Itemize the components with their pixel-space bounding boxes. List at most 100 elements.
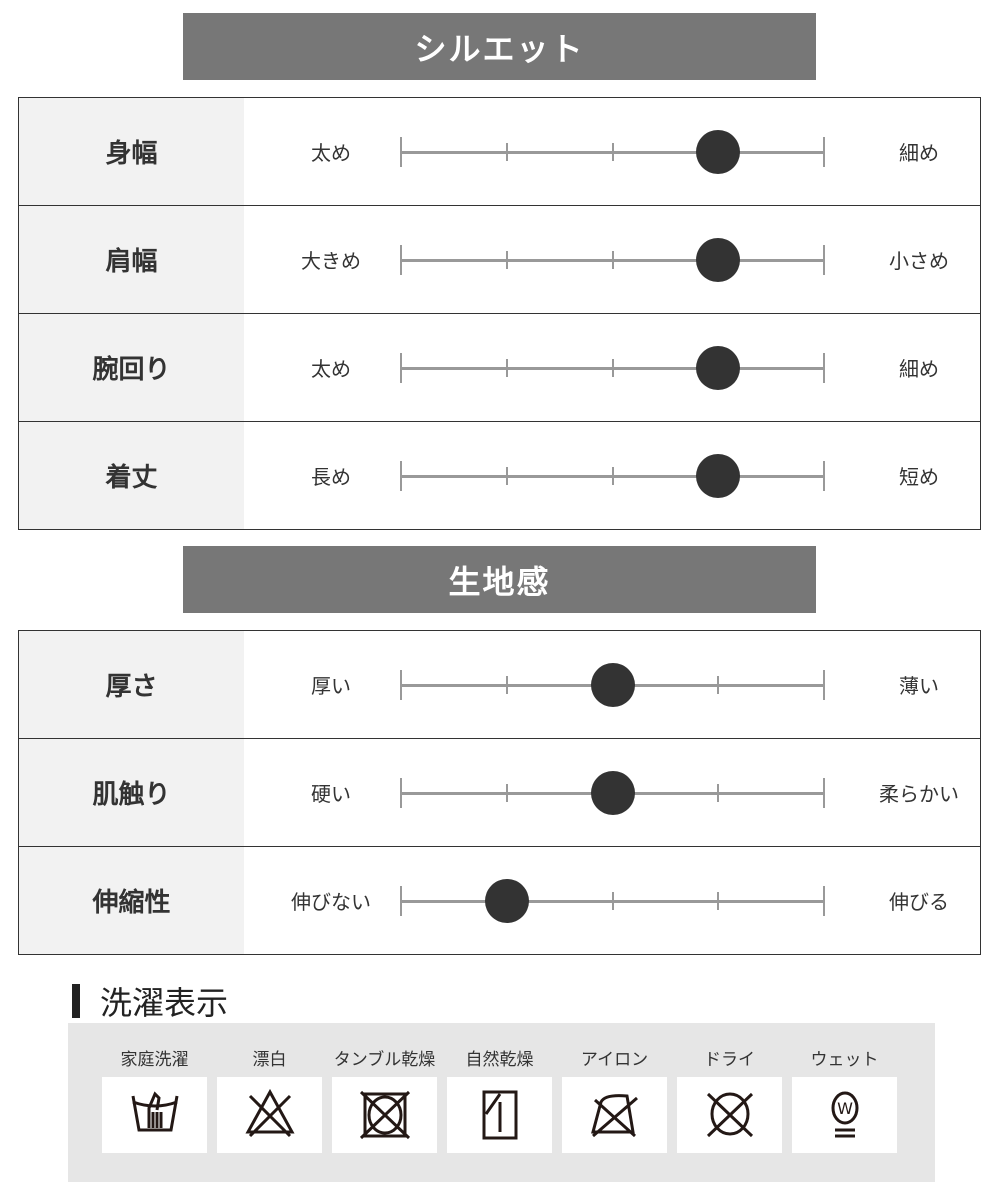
scale-tick	[400, 885, 402, 916]
scale-right-label: 小さめ	[889, 249, 949, 273]
care-symbol-box	[217, 1077, 322, 1153]
care-label: タンブル乾燥	[333, 1050, 436, 1070]
scale-marker	[696, 453, 741, 498]
care-label: 自然乾燥	[465, 1050, 534, 1070]
care-label: ウェット	[810, 1050, 879, 1070]
scale-tick	[611, 358, 614, 377]
care-title: 洗濯表示	[72, 978, 228, 1024]
care-symbol-box: W	[792, 1077, 897, 1153]
scale-tick	[823, 460, 825, 491]
scale-tick	[823, 136, 825, 167]
scale-tick	[505, 142, 508, 161]
silhouette-header: シルエット	[183, 13, 816, 80]
scale-tick	[400, 244, 402, 275]
no-bleach-icon	[244, 1088, 295, 1138]
care-panel: 家庭洗濯 漂白 タンブル乾燥 自然乾燥 アイロン ドライ ウェット W	[68, 1023, 935, 1182]
silhouette-table: 身幅 太め 細め 肩幅 大きめ 小さめ 腕回り 太め 細め 着丈 長め 短め	[18, 97, 981, 530]
scale-right-label: 薄い	[899, 674, 939, 698]
scale-track	[400, 237, 825, 282]
scale-tick	[400, 136, 402, 167]
scale-row: 着丈 長め 短め	[19, 421, 980, 529]
scale-tick	[505, 358, 508, 377]
scale-marker	[484, 878, 529, 923]
scale-tick	[611, 891, 614, 910]
scale-tick	[505, 675, 508, 694]
scale-tick	[717, 675, 720, 694]
scale-track	[400, 878, 825, 923]
svg-text:W: W	[837, 1099, 853, 1118]
no-iron-icon	[590, 1094, 638, 1138]
scale-track	[400, 770, 825, 815]
scale-tick	[823, 244, 825, 275]
no-dry-clean-icon	[706, 1092, 753, 1138]
care-symbol-box	[332, 1077, 437, 1153]
row-label: 肌触り	[19, 739, 244, 846]
scale-tick	[400, 669, 402, 700]
care-symbol-box	[447, 1077, 552, 1153]
line-dry-shade-icon	[482, 1090, 517, 1140]
care-symbol-box	[102, 1077, 207, 1153]
row-label: 腕回り	[19, 314, 244, 421]
scale-row: 身幅 太め 細め	[19, 98, 980, 205]
scale-tick	[717, 891, 720, 910]
hand-wash-icon	[131, 1091, 178, 1132]
scale-right-label: 細め	[899, 357, 939, 381]
scale-marker	[590, 662, 635, 707]
scale-left-label: 大きめ	[301, 249, 361, 273]
scale-tick	[823, 885, 825, 916]
scale-track	[400, 662, 825, 707]
scale-tick	[823, 669, 825, 700]
row-label: 厚さ	[19, 631, 244, 738]
scale-row: 厚さ 厚い 薄い	[19, 631, 980, 738]
no-tumble-dry-icon	[359, 1090, 410, 1140]
fabric-header: 生地感	[183, 546, 816, 613]
scale-left-label: 太め	[311, 141, 351, 165]
row-label: 肩幅	[19, 206, 244, 313]
scale-tick	[823, 777, 825, 808]
scale-marker	[696, 129, 741, 174]
scale-row: 腕回り 太め 細め	[19, 313, 980, 421]
scale-tick	[505, 466, 508, 485]
care-label: 漂白	[252, 1050, 287, 1070]
scale-left-label: 硬い	[311, 782, 351, 806]
scale-marker	[696, 237, 741, 282]
scale-tick	[505, 250, 508, 269]
wet-clean-icon: W	[831, 1091, 858, 1138]
scale-row: 肩幅 大きめ 小さめ	[19, 205, 980, 313]
scale-row: 肌触り 硬い 柔らかい	[19, 738, 980, 846]
scale-track	[400, 129, 825, 174]
row-label: 伸縮性	[19, 847, 244, 954]
row-label: 着丈	[19, 422, 244, 529]
scale-track	[400, 453, 825, 498]
scale-track	[400, 345, 825, 390]
care-label: アイロン	[580, 1050, 649, 1070]
scale-left-label: 厚い	[311, 674, 351, 698]
row-label: 身幅	[19, 98, 244, 205]
scale-tick	[505, 783, 508, 802]
scale-tick	[717, 783, 720, 802]
scale-row: 伸縮性 伸びない 伸びる	[19, 846, 980, 954]
scale-tick	[823, 352, 825, 383]
care-label: 家庭洗濯	[120, 1050, 189, 1070]
scale-tick	[611, 466, 614, 485]
care-label: ドライ	[704, 1050, 755, 1070]
scale-right-label: 細め	[899, 141, 939, 165]
scale-left-label: 長め	[311, 465, 351, 489]
scale-marker	[696, 345, 741, 390]
care-symbol-box	[677, 1077, 782, 1153]
scale-tick	[400, 460, 402, 491]
scale-left-label: 伸びない	[291, 890, 371, 914]
fabric-table: 厚さ 厚い 薄い 肌触り 硬い 柔らかい 伸縮性 伸びない 伸びる	[18, 630, 981, 955]
scale-tick	[611, 142, 614, 161]
scale-marker	[590, 770, 635, 815]
care-symbol-box	[562, 1077, 667, 1153]
scale-tick	[400, 777, 402, 808]
scale-right-label: 短め	[899, 465, 939, 489]
scale-left-label: 太め	[311, 357, 351, 381]
scale-right-label: 伸びる	[889, 890, 949, 914]
scale-tick	[611, 250, 614, 269]
title-bar	[72, 984, 80, 1018]
scale-tick	[400, 352, 402, 383]
scale-right-label: 柔らかい	[879, 782, 959, 806]
care-title-text: 洗濯表示	[100, 984, 229, 1022]
